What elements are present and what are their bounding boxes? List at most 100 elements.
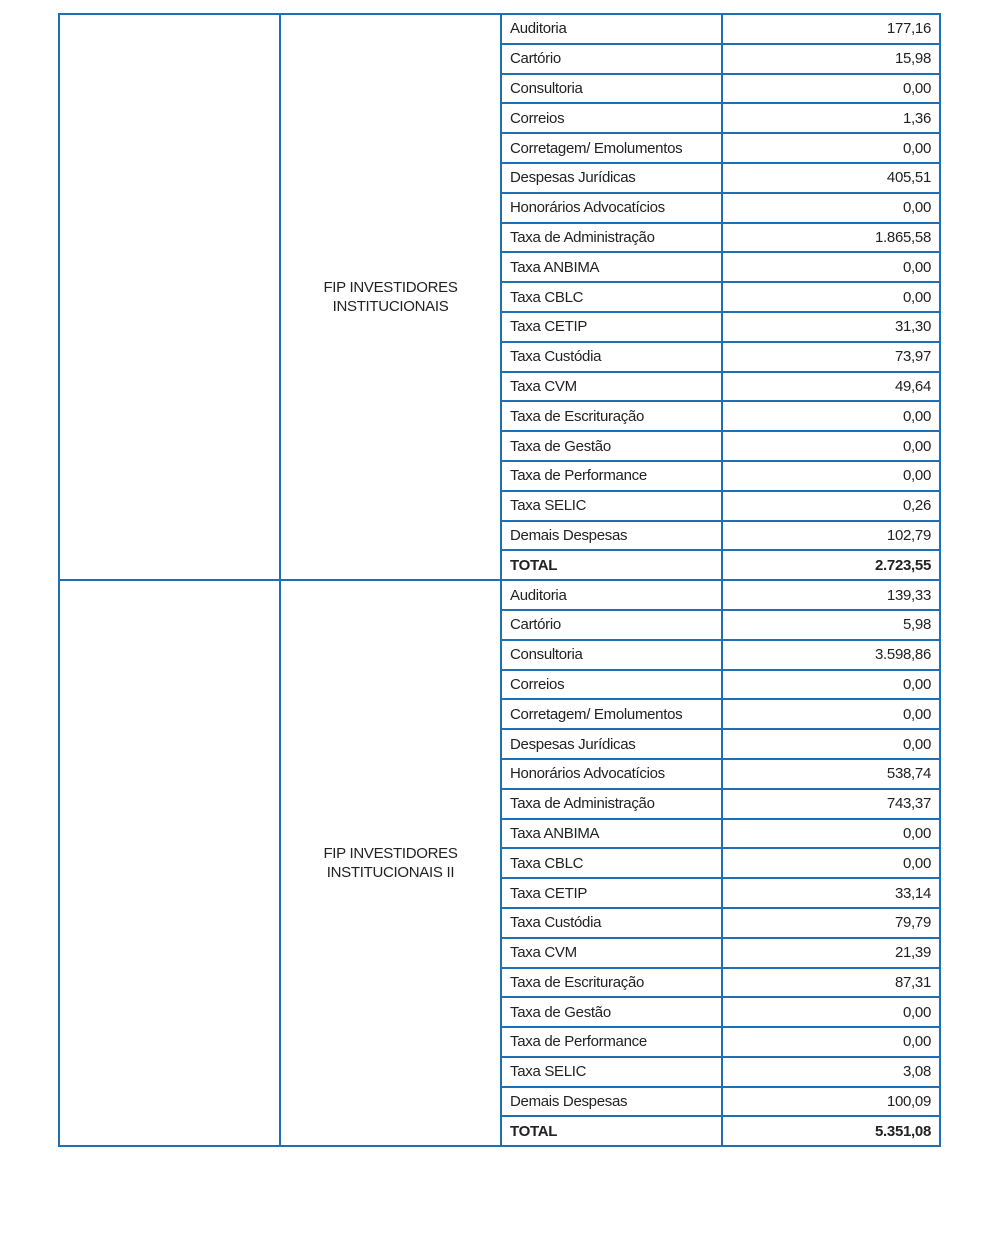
expense-item: Correios bbox=[500, 668, 723, 701]
expense-value: 405,51 bbox=[721, 161, 941, 194]
expense-item: Corretagem/ Emolumentos bbox=[500, 698, 723, 731]
expense-item: Taxa SELIC bbox=[500, 489, 723, 522]
expense-item: Taxa Custódia bbox=[500, 340, 723, 373]
expense-item: TOTAL bbox=[500, 549, 723, 582]
table-row: Taxa ANBIMA 0,00 bbox=[59, 251, 941, 284]
table-row: Correios 0,00 bbox=[59, 668, 941, 701]
table-row: FIP INVESTIDORES INSTITUCIONAIS II Audito… bbox=[58, 579, 941, 1148]
expense-item: Taxa ANBIMA bbox=[500, 251, 723, 284]
expense-value: 538,74 bbox=[721, 757, 941, 790]
table-row: Consultoria 0,00 bbox=[59, 72, 941, 105]
expense-value: 100,09 bbox=[721, 1085, 941, 1118]
table-row: Despesas Jurídicas 0,00 bbox=[59, 728, 941, 760]
expense-value: 49,64 bbox=[721, 370, 941, 403]
expense-item: Consultoria bbox=[500, 638, 723, 671]
expense-item: Cartório bbox=[500, 608, 723, 641]
expense-item: Auditoria bbox=[500, 579, 723, 611]
table-row: Cartório 5,98 bbox=[59, 608, 941, 641]
table-row: Correios 1,36 bbox=[59, 102, 941, 135]
expense-value: 79,79 bbox=[721, 906, 941, 939]
expense-item: Taxa de Escrituração bbox=[500, 400, 723, 433]
expense-value: 87,31 bbox=[721, 966, 941, 999]
table-row: Taxa CETIP 31,30 bbox=[59, 310, 941, 343]
expense-item: Despesas Jurídicas bbox=[500, 161, 723, 194]
expense-value: 0,00 bbox=[721, 459, 941, 492]
expense-item: Corretagem/ Emolumentos bbox=[500, 132, 723, 164]
fund-name: FIP INVESTIDORES INSTITUCIONAIS bbox=[279, 12, 502, 582]
table-row: Taxa ANBIMA 0,00 bbox=[59, 817, 941, 850]
table-row: Taxa de Gestão 0,00 bbox=[59, 430, 941, 462]
expense-table: FIP INVESTIDORES INSTITUCIONAIS Auditoria… bbox=[58, 12, 941, 1148]
table-row: Cartório 15,98 bbox=[59, 42, 941, 75]
expense-item: Taxa de Gestão bbox=[500, 996, 723, 1029]
expense-value: 3,08 bbox=[721, 1055, 941, 1088]
expense-item: Demais Despesas bbox=[500, 519, 723, 552]
table-row: Honorários Advocatícios 0,00 bbox=[59, 191, 941, 224]
expense-item: Despesas Jurídicas bbox=[500, 728, 723, 760]
table-row: Taxa CBLC 0,00 bbox=[59, 847, 941, 880]
expense-item: Honorários Advocatícios bbox=[500, 757, 723, 790]
table-row: Taxa Custódia 79,79 bbox=[59, 906, 941, 939]
expense-value: 177,16 bbox=[721, 13, 941, 45]
expense-item: Taxa de Administração bbox=[500, 787, 723, 820]
table-row: Demais Despesas 100,09 bbox=[59, 1085, 941, 1118]
expense-item: Consultoria bbox=[500, 72, 723, 105]
expense-value: 0,26 bbox=[721, 489, 941, 522]
expense-item: Taxa CVM bbox=[500, 936, 723, 969]
table-row: TOTAL 2.723,55 bbox=[59, 549, 941, 582]
expense-value: 21,39 bbox=[721, 936, 941, 969]
table-row: Consultoria 3.598,86 bbox=[59, 638, 941, 671]
table-row: Despesas Jurídicas 405,51 bbox=[59, 161, 941, 194]
table-row: Taxa de Performance 0,00 bbox=[59, 459, 941, 492]
expense-item: Demais Despesas bbox=[500, 1085, 723, 1118]
expense-value: 0,00 bbox=[721, 281, 941, 313]
expense-item: Taxa de Administração bbox=[500, 221, 723, 254]
expense-value: 102,79 bbox=[721, 519, 941, 552]
expense-value: 33,14 bbox=[721, 877, 941, 909]
fund-name: FIP INVESTIDORES INSTITUCIONAIS II bbox=[279, 579, 502, 1148]
table-row: Taxa CBLC 0,00 bbox=[59, 281, 941, 313]
expense-item: Taxa CETIP bbox=[500, 310, 723, 343]
expense-item: Taxa Custódia bbox=[500, 906, 723, 939]
expense-item: Taxa de Performance bbox=[500, 459, 723, 492]
expense-value: 139,33 bbox=[721, 579, 941, 611]
table-row: Taxa de Gestão 0,00 bbox=[59, 996, 941, 1029]
expense-value: 31,30 bbox=[721, 310, 941, 343]
expense-value: 743,37 bbox=[721, 787, 941, 820]
expense-value: 3.598,86 bbox=[721, 638, 941, 671]
expense-value: 73,97 bbox=[721, 340, 941, 373]
expense-value: 0,00 bbox=[721, 430, 941, 462]
expense-item: Taxa CETIP bbox=[500, 877, 723, 909]
expense-value: 0,00 bbox=[721, 847, 941, 880]
expense-value: 5,98 bbox=[721, 608, 941, 641]
expense-item: Taxa CBLC bbox=[500, 847, 723, 880]
table-row: Taxa SELIC 3,08 bbox=[59, 1055, 941, 1088]
table-row: Taxa de Administração 1.865,58 bbox=[59, 221, 941, 254]
table-row: FIP INVESTIDORES INSTITUCIONAIS Auditoria… bbox=[58, 12, 941, 582]
expense-value: 15,98 bbox=[721, 42, 941, 75]
table-row: Taxa Custódia 73,97 bbox=[59, 340, 941, 373]
expense-item: Cartório bbox=[500, 42, 723, 75]
expense-item: Taxa de Performance bbox=[500, 1026, 723, 1058]
expense-value: 5.351,08 bbox=[721, 1115, 941, 1148]
expense-value: 0,00 bbox=[721, 728, 941, 760]
empty-cell bbox=[58, 579, 281, 1148]
expense-value: 1,36 bbox=[721, 102, 941, 135]
expense-value: 0,00 bbox=[721, 1026, 941, 1058]
expense-value: 0,00 bbox=[721, 668, 941, 701]
expense-item: Taxa SELIC bbox=[500, 1055, 723, 1088]
expense-value: 0,00 bbox=[721, 251, 941, 284]
expense-item: Taxa ANBIMA bbox=[500, 817, 723, 850]
table-row: Demais Despesas 102,79 bbox=[59, 519, 941, 552]
table-row: Taxa SELIC 0,26 bbox=[59, 489, 941, 522]
expense-item: Auditoria bbox=[500, 13, 723, 45]
expense-value: 2.723,55 bbox=[721, 549, 941, 582]
table-row: Taxa CVM 21,39 bbox=[59, 936, 941, 969]
expense-item: Correios bbox=[500, 102, 723, 135]
expense-item: Taxa de Gestão bbox=[500, 430, 723, 462]
expense-value: 0,00 bbox=[721, 191, 941, 224]
expense-value: 0,00 bbox=[721, 72, 941, 105]
empty-cell bbox=[58, 12, 281, 582]
expense-value: 0,00 bbox=[721, 400, 941, 433]
expense-item: Taxa CBLC bbox=[500, 281, 723, 313]
